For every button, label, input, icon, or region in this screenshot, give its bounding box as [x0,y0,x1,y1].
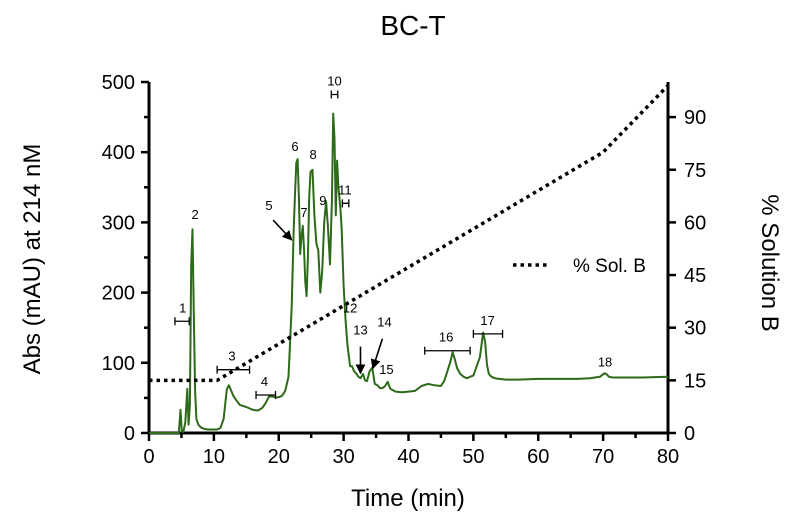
peak-label-5: 5 [265,198,272,213]
y2-tick-label-3: 45 [684,265,706,287]
x-tick-label-8: 80 [657,446,679,468]
x-axis-title: Time (min) [351,485,465,512]
x-tick-label-0: 0 [143,446,154,468]
y-tick-label-0: 0 [124,423,135,445]
y-tick-label-2: 200 [102,283,135,305]
x-tick-label-6: 60 [527,446,549,468]
y2-tick-label-6: 90 [684,107,706,129]
y2-tick-label-1: 15 [684,370,706,392]
peak-arrow-5 [272,219,293,241]
absorbance-trace [149,112,669,434]
y2-tick-label-4: 60 [684,212,706,234]
x-tick-label-2: 20 [268,446,290,468]
peak-label-17: 17 [480,313,494,328]
peak-label-2: 2 [191,207,198,222]
peak-label-15: 15 [379,362,393,377]
peak-bracket-11 [341,199,350,208]
x-tick-label-4: 40 [397,446,419,468]
peak-bracket-10 [330,90,339,99]
peak-label-3: 3 [228,349,235,364]
peak-label-16: 16 [439,330,453,345]
peak-bracket-1 [174,317,190,326]
peak-label-11: 11 [338,182,352,197]
legend-label-sol-b: % Sol. B [573,256,646,277]
y-tick-label-5: 500 [102,72,135,94]
peak-bracket-16 [424,346,471,355]
peak-label-4: 4 [261,374,268,389]
peak-label-7: 7 [300,205,307,220]
y2-axis-title: % Solution B [756,194,783,331]
legend: % Sol. B [513,256,646,277]
y2-tick-label-2: 30 [684,318,706,340]
x-tick-label-5: 50 [462,446,484,468]
peak-label-9: 9 [319,193,326,208]
peak-label-14: 14 [377,314,391,329]
axes: 0 10 20 30 40 50 60 70 8001002003004005000153045… [102,72,707,468]
y-tick-label-4: 400 [102,142,135,164]
peak-label-8: 8 [310,147,317,162]
y-tick-label-1: 100 [102,353,135,375]
y2-tick-label-5: 75 [684,160,706,182]
x-tick-label-3: 30 [333,446,355,468]
peak-bracket-3 [216,365,251,374]
traces [149,84,670,434]
x-tick-label-7: 70 [592,446,614,468]
peak-label-12: 12 [343,300,357,315]
y-tick-label-3: 300 [102,212,135,234]
peak-label-1: 1 [179,300,186,315]
solution-b-gradient-line [149,84,670,383]
peak-label-13: 13 [353,323,367,338]
peak-bracket-17 [472,329,504,338]
peak-arrow-14 [370,338,384,370]
y-axis-title: Abs (mAU) at 214 nM [19,144,46,375]
x-tick-label-1: 10 [203,446,225,468]
peak-label-10: 10 [327,74,341,89]
peak-bracket-4 [255,390,277,399]
chart-title: BC-T [380,10,445,41]
y2-tick-label-0: 0 [684,423,695,445]
peak-label-18: 18 [598,354,612,369]
peak-label-6: 6 [291,139,298,154]
